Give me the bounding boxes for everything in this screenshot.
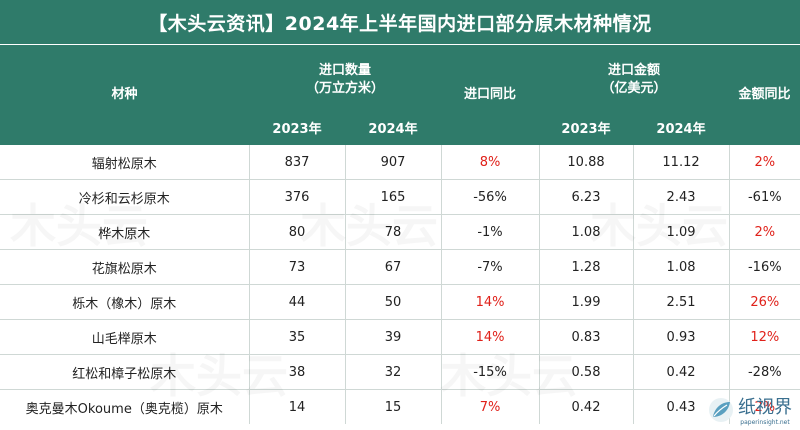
cell-amt-yoy: 26% xyxy=(729,284,800,320)
cell-vol-yoy: 8% xyxy=(441,145,540,180)
cell-amt-yoy: 2% xyxy=(729,145,800,180)
cell-vol2023: 38 xyxy=(249,354,346,390)
table-row: 花旗松原木 73 67 -7% 1.28 1.08 -16% xyxy=(0,249,800,285)
header-amount-yoy: 金额同比 xyxy=(729,45,800,145)
header-volume-unit: （万立方米） xyxy=(306,81,385,96)
cell-vol2023: 80 xyxy=(249,214,346,250)
cell-amt2024: 2.43 xyxy=(633,179,730,215)
header-species: 材种 xyxy=(0,45,249,145)
cell-amt2023: 1.08 xyxy=(539,214,634,250)
cell-vol2024: 15 xyxy=(345,389,442,424)
table-row: 冷杉和云杉原木 376 165 -56% 6.23 2.43 -61% xyxy=(0,179,800,215)
table-row: 山毛榉原木 35 39 14% 0.83 0.93 12% xyxy=(0,319,800,355)
cell-vol2023: 14 xyxy=(249,389,346,424)
cell-vol2023: 73 xyxy=(249,249,346,285)
cell-amt2023: 10.88 xyxy=(539,145,634,180)
cell-amt2023: 6.23 xyxy=(539,179,634,215)
header-volume-2023: 2023年 xyxy=(249,115,345,145)
cell-vol-yoy: 14% xyxy=(441,284,540,320)
cell-vol2023: 376 xyxy=(249,179,346,215)
cell-amt2023: 1.99 xyxy=(539,284,634,320)
cell-vol2023: 35 xyxy=(249,319,346,355)
cell-vol2024: 165 xyxy=(345,179,442,215)
cell-amt2024: 11.12 xyxy=(633,145,730,180)
logo-url: paperinsight.net xyxy=(740,419,790,426)
cell-species: 桦木原木 xyxy=(0,214,250,250)
cell-vol-yoy: 7% xyxy=(441,389,540,424)
cell-vol-yoy: 14% xyxy=(441,319,540,355)
cell-amt2024: 1.09 xyxy=(633,214,730,250)
header-amount-unit: （亿美元） xyxy=(601,81,667,96)
cell-species: 山毛榉原木 xyxy=(0,319,250,355)
cell-amt-yoy: -28% xyxy=(729,354,800,390)
header-amount: 进口金额 （亿美元） xyxy=(539,45,730,115)
header-amount-2023: 2023年 xyxy=(539,115,634,145)
cell-vol-yoy: -7% xyxy=(441,249,540,285)
cell-amt-yoy: 2% xyxy=(729,214,800,250)
cell-vol2023: 837 xyxy=(249,145,346,180)
header-volume-2024: 2024年 xyxy=(345,115,442,145)
cell-amt-yoy: 2% xyxy=(754,399,776,415)
header-volume: 进口数量 （万立方米） xyxy=(249,45,442,115)
cell-vol-yoy: -56% xyxy=(441,179,540,215)
header-amount-label: 进口金额 xyxy=(608,63,661,78)
cell-vol-yoy: -1% xyxy=(441,214,540,250)
cell-amt-yoy: -61% xyxy=(729,179,800,215)
cell-vol-yoy: -15% xyxy=(441,354,540,390)
cell-amt2023: 0.83 xyxy=(539,319,634,355)
header-volume-yoy: 进口同比 xyxy=(441,45,540,145)
table-row: 辐射松原木 837 907 8% 10.88 11.12 2% xyxy=(0,145,800,180)
cell-species: 栎木（橡木）原木 xyxy=(0,284,250,320)
cell-vol2024: 32 xyxy=(345,354,442,390)
cell-amt-yoy: -16% xyxy=(729,249,800,285)
cell-amt2023: 0.58 xyxy=(539,354,634,390)
cell-vol2023: 44 xyxy=(249,284,346,320)
cell-amt2024: 2.51 xyxy=(633,284,730,320)
logo-name: 纸视界 xyxy=(738,397,792,418)
cell-amt2023: 1.28 xyxy=(539,249,634,285)
cell-vol2024: 39 xyxy=(345,319,442,355)
header-volume-label: 进口数量 xyxy=(319,63,372,78)
page-title: 【木头云资讯】2024年上半年国内进口部分原木材种情况 xyxy=(0,0,800,45)
cell-amt2024: 1.08 xyxy=(633,249,730,285)
cell-amt2024: 0.93 xyxy=(633,319,730,355)
cell-species: 花旗松原木 xyxy=(0,249,250,285)
paperinsight-logo: 纸视界 paperinsight.net xyxy=(708,393,792,426)
cell-vol2024: 78 xyxy=(345,214,442,250)
cell-species: 红松和樟子松原木 xyxy=(0,354,250,390)
data-table: 材种 进口数量 （万立方米） 进口同比 进口金额 （亿美元） 金额同比 2023… xyxy=(0,45,800,424)
table-row: 红松和樟子松原木 38 32 -15% 0.58 0.42 -28% xyxy=(0,354,800,390)
table-row: 桦木原木 80 78 -1% 1.08 1.09 2% xyxy=(0,214,800,250)
cell-amt2024: 0.42 xyxy=(633,354,730,390)
cell-vol2024: 907 xyxy=(345,145,442,180)
table-row: 奥克曼木Okoume（奥克榄）原木 14 15 7% 0.42 0.43 2% xyxy=(0,389,800,424)
leaf-icon xyxy=(709,397,733,422)
cell-species: 冷杉和云杉原木 xyxy=(0,179,250,215)
cell-species: 辐射松原木 xyxy=(0,145,250,180)
cell-amt2023: 0.42 xyxy=(539,389,634,424)
cell-vol2024: 50 xyxy=(345,284,442,320)
cell-species: 奥克曼木Okoume（奥克榄）原木 xyxy=(0,389,250,424)
cell-vol2024: 67 xyxy=(345,249,442,285)
header-amount-2024: 2024年 xyxy=(633,115,730,145)
cell-amt-yoy: 12% xyxy=(729,319,800,355)
table-row: 栎木（橡木）原木 44 50 14% 1.99 2.51 26% xyxy=(0,284,800,320)
